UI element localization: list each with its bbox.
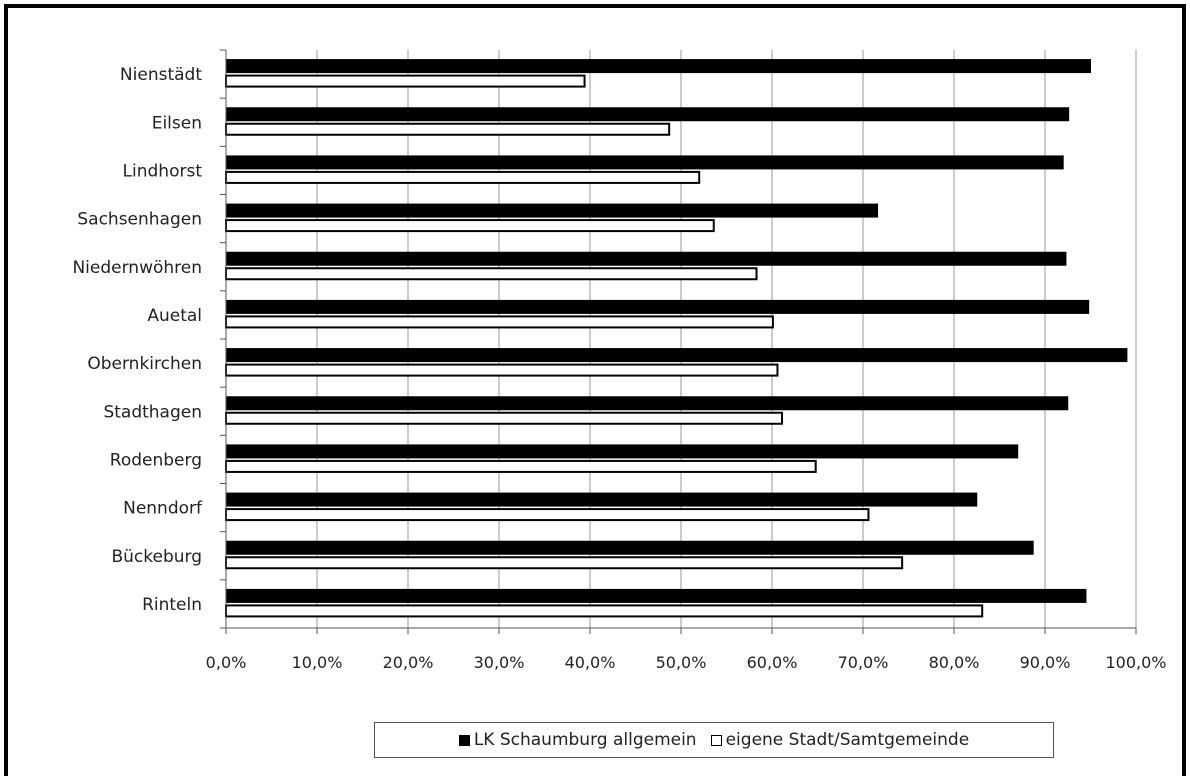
bar-eigene-stadt: [225, 508, 870, 522]
bar-lk-schaumburg: [225, 155, 1064, 170]
bar-lk-schaumburg: [225, 59, 1091, 74]
bar-eigene-stadt: [225, 459, 817, 473]
bar-eigene-stadt: [225, 74, 586, 88]
bar-eigene-stadt: [225, 556, 904, 570]
bar-lk-schaumburg: [225, 251, 1067, 266]
bar-eigene-stadt: [225, 604, 984, 618]
category-label: Lindhorst: [123, 161, 203, 181]
x-tick-label: 30,0%: [474, 653, 525, 672]
category-label: Bückeburg: [111, 547, 202, 567]
x-tick-label: 80,0%: [929, 653, 980, 672]
bar-lk-schaumburg: [225, 396, 1069, 411]
bar-eigene-stadt: [225, 219, 715, 233]
x-tick-label: 90,0%: [1020, 653, 1071, 672]
bar-lk-schaumburg: [225, 299, 1090, 314]
x-tick-label: 60,0%: [747, 653, 798, 672]
category-label: Rinteln: [142, 595, 202, 615]
chart-legend: LK Schaumburg allgemein eigene Stadt/Sam…: [374, 722, 1054, 758]
bar-eigene-stadt: [225, 122, 671, 136]
x-tick-label: 70,0%: [838, 653, 889, 672]
bar-eigene-stadt: [225, 315, 774, 329]
bar-lk-schaumburg: [225, 492, 978, 507]
bar-lk-schaumburg: [225, 444, 1019, 459]
category-label: Nienstädt: [120, 65, 202, 85]
bar-lk-schaumburg: [225, 348, 1128, 363]
category-label: Niedernwöhren: [72, 258, 202, 278]
category-label: Rodenberg: [110, 450, 202, 470]
bar-lk-schaumburg: [225, 588, 1087, 603]
category-label: Auetal: [147, 306, 202, 326]
legend-entry-lk-schaumburg: LK Schaumburg allgemein: [458, 730, 697, 750]
bar-eigene-stadt: [225, 170, 701, 184]
legend-label: eigene Stadt/Samtgemeinde: [725, 730, 970, 750]
category-label: Eilsen: [152, 113, 202, 133]
legend-swatch-white: [710, 734, 722, 746]
x-tick-label: 40,0%: [565, 653, 616, 672]
legend-entry-eigene-stadt: eigene Stadt/Samtgemeinde: [710, 730, 970, 750]
bar-eigene-stadt: [225, 411, 784, 425]
bar-eigene-stadt: [225, 363, 779, 377]
x-tick-label: 50,0%: [656, 653, 707, 672]
category-label: Sachsenhagen: [77, 210, 202, 230]
category-label: Nenndorf: [123, 499, 203, 519]
x-tick-label: 0,0%: [206, 653, 247, 672]
category-label: Obernkirchen: [87, 354, 202, 374]
x-tick-label: 10,0%: [292, 653, 343, 672]
bar-eigene-stadt: [225, 267, 758, 281]
bar-lk-schaumburg: [225, 540, 1034, 555]
bar-lk-schaumburg: [225, 203, 879, 218]
x-tick-label: 100,0%: [1105, 653, 1166, 672]
legend-swatch-black: [458, 734, 470, 746]
legend-label: LK Schaumburg allgemein: [473, 730, 697, 750]
bar-lk-schaumburg: [225, 107, 1070, 122]
category-label: Stadthagen: [103, 402, 202, 422]
x-tick-label: 20,0%: [383, 653, 434, 672]
